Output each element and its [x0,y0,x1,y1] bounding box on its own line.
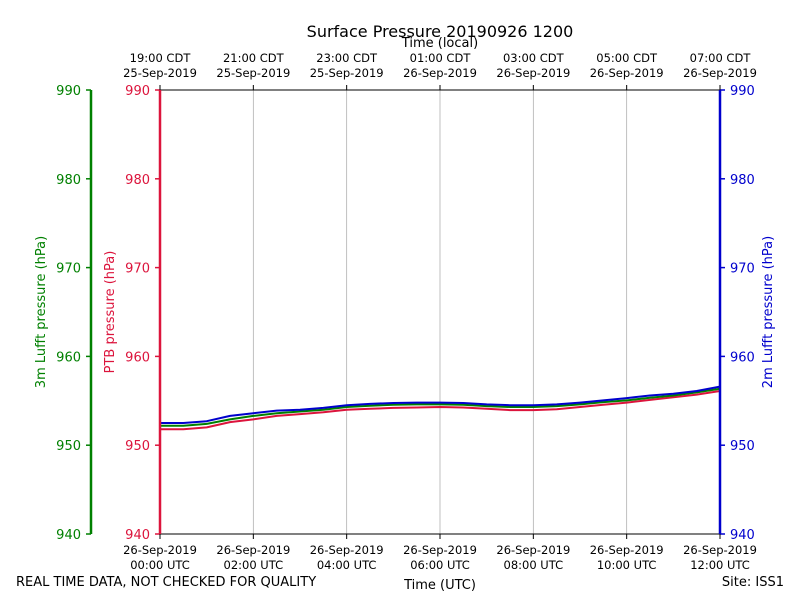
top-x-tick-time: 03:00 CDT [503,51,565,65]
bottom-x-tick-time: 04:00 UTC [317,558,377,572]
top-axis-label: Time (local) [401,36,478,51]
top-x-tick-time: 07:00 CDT [690,51,752,65]
ptb-y-tick-label: 960 [125,350,150,365]
lufft-2m-y-tick-label: 990 [730,84,755,99]
ptb-y-tick-label: 940 [125,528,150,543]
series-line-ptb-pressure [160,390,721,431]
axis-ticks: 940 940 940 950 950 950 960 960 960 970 970 970 980 9… [34,51,776,572]
ptb-y-tick-label: 980 [125,173,150,188]
bottom-x-tick-time: 06:00 UTC [410,558,470,572]
lufft-3m-y-tick-label: 940 [56,528,81,543]
top-x-tick-date: 26-Sep-2019 [590,66,664,80]
ptb-y-tick-label: 970 [125,262,150,277]
top-x-tick-time: 21:00 CDT [223,51,285,65]
lufft-3m-axis-title: 3m Lufft pressure (hPa) [34,236,49,388]
ptb-y-tick-label: 990 [125,84,150,99]
plot-frame [89,89,722,535]
lufft-3m-y-tick-label: 990 [56,84,81,99]
top-x-tick-date: 25-Sep-2019 [123,66,197,80]
bottom-x-tick-date: 26-Sep-2019 [590,543,664,557]
bottom-x-tick-time: 00:00 UTC [130,558,190,572]
top-x-tick-time: 23:00 CDT [316,51,378,65]
bottom-x-tick-date: 26-Sep-2019 [310,543,384,557]
bottom-x-tick-date: 26-Sep-2019 [403,543,477,557]
lufft-2m-y-tick-label: 950 [730,439,755,454]
grid-lines [252,90,628,534]
lufft-3m-y-tick-label: 970 [56,262,81,277]
ptb-y-tick-label: 950 [125,439,150,454]
lufft-3m-y-tick-label: 950 [56,439,81,454]
top-x-tick-time: 05:00 CDT [596,51,658,65]
lufft-2m-y-tick-label: 970 [730,262,755,277]
top-x-tick-date: 26-Sep-2019 [403,66,477,80]
bottom-x-tick-time: 08:00 UTC [504,558,564,572]
series-line-2m-lufft-pressure [160,385,721,424]
top-x-tick-time: 19:00 CDT [130,51,192,65]
lufft-2m-y-tick-label: 980 [730,173,755,188]
series-line-3m-lufft-pressure [160,387,721,427]
lufft-3m-y-tick-label: 980 [56,173,81,188]
bottom-x-tick-date: 26-Sep-2019 [683,543,757,557]
site-label: Site: ISS1 [721,575,784,590]
bottom-x-tick-time: 02:00 UTC [224,558,284,572]
bottom-x-tick-time: 12:00 UTC [690,558,750,572]
lufft-2m-y-tick-label: 940 [730,528,755,543]
ptb-axis-title: PTB pressure (hPa) [103,251,118,374]
top-x-tick-time: 01:00 CDT [410,51,472,65]
top-x-tick-date: 25-Sep-2019 [310,66,384,80]
top-x-tick-date: 25-Sep-2019 [216,66,290,80]
bottom-axis-label: Time (UTC) [403,578,476,593]
bottom-x-tick-time: 10:00 UTC [597,558,657,572]
bottom-x-tick-date: 26-Sep-2019 [496,543,570,557]
top-x-tick-date: 26-Sep-2019 [683,66,757,80]
lufft-2m-axis-title: 2m Lufft pressure (hPa) [761,236,776,388]
quality-note: REAL TIME DATA, NOT CHECKED FOR QUALITY [16,575,317,590]
bottom-x-tick-date: 26-Sep-2019 [216,543,290,557]
chart-title: Surface Pressure 20190926 1200 [307,22,574,41]
top-x-tick-date: 26-Sep-2019 [496,66,570,80]
series-lines [160,385,721,431]
lufft-3m-y-tick-label: 960 [56,350,81,365]
lufft-2m-y-tick-label: 960 [730,350,755,365]
bottom-x-tick-date: 26-Sep-2019 [123,543,197,557]
